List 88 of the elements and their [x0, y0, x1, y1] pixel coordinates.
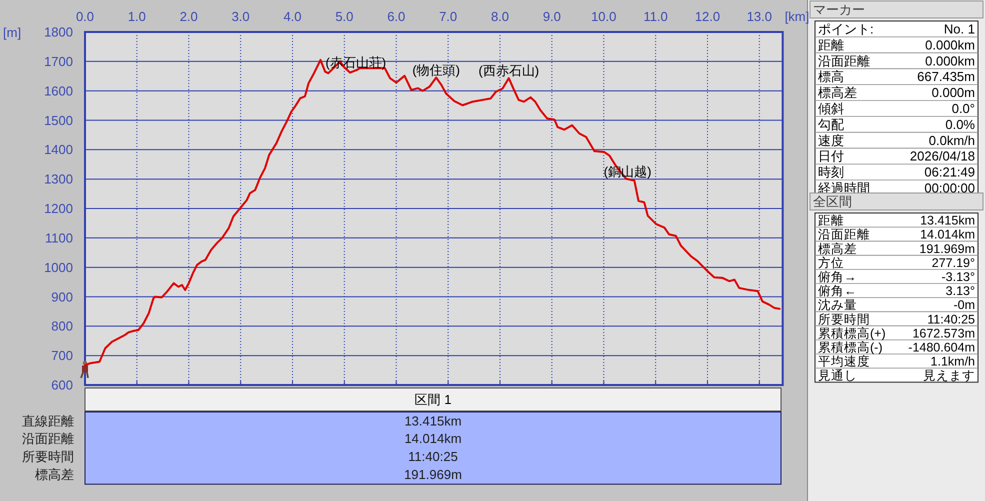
x-tick-label: 13.0	[746, 9, 772, 24]
x-tick-label: 10.0	[591, 9, 616, 24]
text: 区間 1	[414, 392, 452, 407]
text: 沈み量	[818, 298, 857, 312]
text: 0.000m	[932, 85, 975, 100]
text: 667.435m	[917, 69, 975, 84]
text: 累積標高(+)	[818, 325, 886, 340]
y-tick-label: 1500	[44, 112, 73, 128]
annotation: (西赤石山)	[478, 63, 540, 78]
y-tick-label: 600	[51, 378, 73, 392]
text: 俯角→	[818, 270, 856, 284]
text: 沿面距離	[22, 431, 74, 446]
text: 0.0%	[945, 116, 976, 132]
text: -1480.604m	[908, 340, 975, 354]
text: 277.19°	[932, 256, 975, 270]
text: 0.0km/h	[928, 132, 975, 148]
annotation: (銅山越)	[604, 164, 652, 180]
y-tick-label: 800	[51, 318, 73, 334]
text: 標高差	[818, 240, 857, 256]
text: 沿面距離	[818, 228, 870, 242]
x-tick-label: 9.0	[542, 9, 561, 24]
text: 0.000km	[925, 53, 975, 68]
text: 00:00:00	[924, 180, 975, 196]
text: 速度	[818, 132, 844, 148]
text: 見えます	[923, 368, 975, 383]
x-tick-label: 2.0	[180, 9, 198, 24]
text: -3.13°	[942, 270, 975, 284]
y-tick-label: 1800	[44, 24, 73, 40]
text: 日付	[818, 148, 844, 164]
text: 11:40:25	[408, 449, 458, 464]
annotation: (物住頭)	[412, 62, 460, 78]
y-tick-label: 1100	[45, 230, 73, 246]
text: 13.415km	[920, 214, 975, 228]
x-tick-label: 6.0	[387, 9, 406, 24]
x-tick-label: 5.0	[335, 9, 354, 24]
text: 14.014km	[920, 228, 975, 242]
x-tick-label: 4.0	[283, 9, 302, 24]
text: 距離	[818, 37, 844, 52]
text: 所要時間	[818, 312, 870, 326]
text: 全区間	[813, 194, 852, 209]
x-tick-label: 3.0	[232, 9, 250, 24]
y-axis-title: [m]	[3, 25, 22, 40]
text: No. 1	[944, 21, 975, 36]
y-tick-label: 1700	[44, 54, 73, 69]
x-tick-label: 12.0	[694, 9, 720, 24]
y-tick-label: 700	[51, 348, 73, 364]
text: 沿面距離	[818, 53, 870, 68]
text: 見通し	[818, 368, 857, 383]
text: 傾斜	[818, 100, 844, 116]
text: 11:40:25	[927, 312, 976, 326]
text: 13.415km	[404, 413, 462, 428]
text: 所要時間	[22, 449, 74, 464]
text: 2026/04/18	[910, 148, 975, 164]
y-tick-label: 1600	[44, 83, 73, 98]
text: 累積標高(-)	[818, 339, 882, 354]
text: 標高差	[818, 85, 857, 100]
x-tick-label: 8.0	[490, 9, 510, 24]
text: ポイント:	[818, 21, 874, 36]
text: 1.1km/h	[930, 354, 976, 369]
text: 勾配	[818, 116, 844, 132]
x-tick-label: 7.0	[439, 9, 458, 24]
text: 時刻	[818, 164, 844, 180]
text: 3.13°	[946, 284, 975, 298]
text: 06:21:49	[924, 164, 975, 180]
text: 俯角←	[818, 284, 856, 298]
text: 191.969m	[404, 466, 462, 482]
text: 1672.573m	[912, 326, 975, 340]
text: 191.969m	[919, 242, 975, 256]
y-tick-label: 1400	[44, 142, 73, 158]
text: 0.0°	[952, 100, 975, 116]
text: 0.000km	[925, 37, 975, 52]
x-tick-label: 0.0	[76, 9, 94, 24]
text: 方位	[818, 254, 844, 270]
y-tick-label: 1200	[44, 201, 73, 216]
text: 標高	[818, 69, 844, 84]
y-tick-label: 900	[51, 289, 73, 304]
text: -0m	[953, 298, 975, 312]
text: 平均速度	[818, 354, 870, 369]
y-tick-label: 1000	[44, 260, 73, 275]
x-tick-label: 11.0	[643, 9, 668, 24]
x-axis-title: [km]	[784, 9, 810, 24]
text: 14.014km	[404, 431, 462, 446]
text: マーカー	[813, 2, 865, 17]
x-tick-label: 1.0	[128, 9, 146, 24]
y-tick-label: 1300	[44, 172, 73, 187]
text: 標高差	[35, 466, 74, 482]
text: 距離	[818, 214, 844, 228]
text: 直線距離	[22, 413, 74, 428]
